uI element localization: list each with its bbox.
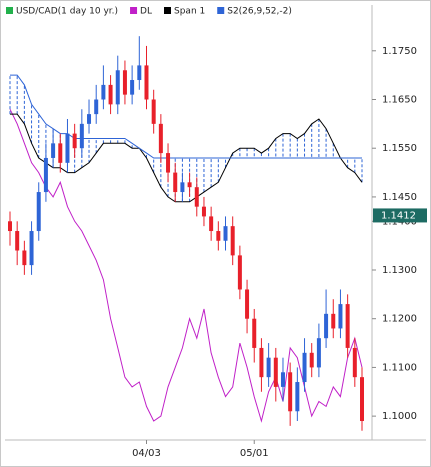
candle-body — [216, 231, 221, 241]
x-tick-label: 05/01 — [240, 448, 269, 459]
candle-body — [158, 123, 163, 154]
candle-body — [173, 172, 178, 193]
candle-body — [43, 157, 48, 193]
candle-body — [79, 123, 84, 149]
candle-body — [130, 80, 135, 95]
candle-body — [187, 182, 192, 188]
y-tick-label: 1.1450 — [382, 192, 417, 203]
candle-body — [352, 347, 357, 378]
candle-body — [29, 231, 34, 266]
candle-body — [72, 133, 77, 149]
candle-body — [101, 84, 106, 100]
price-marker — [373, 208, 427, 223]
x-tick-label: 04/03 — [132, 448, 161, 459]
candle-body — [15, 231, 20, 251]
candle-body — [94, 99, 99, 115]
candle-body — [151, 99, 156, 124]
candle-body — [295, 382, 300, 412]
candle-body — [201, 206, 206, 217]
candle-body — [266, 357, 271, 378]
legend-swatch — [130, 7, 138, 14]
y-tick-label: 1.1550 — [382, 143, 417, 154]
y-tick-label: 1.1750 — [382, 46, 417, 57]
candle-body — [87, 114, 92, 124]
candle-body — [360, 377, 364, 422]
candle-body — [316, 338, 321, 368]
y-tick-label: 1.1650 — [382, 95, 417, 106]
candle-body — [180, 182, 185, 193]
candle-body — [36, 192, 41, 232]
legend-swatch — [164, 7, 171, 14]
candle-body — [8, 221, 12, 232]
candle-body — [137, 65, 142, 81]
legend-label: Span 1 — [174, 7, 205, 17]
candle-body — [324, 313, 329, 339]
legend-swatch — [6, 7, 13, 14]
candle-body — [252, 318, 257, 348]
legend-label: USD/CAD(1 day 10 yr.) — [16, 7, 118, 17]
legend-label: S2(26,9,52,-2) — [227, 7, 292, 17]
candle-body — [223, 226, 228, 241]
candle-body — [144, 65, 149, 100]
candle-body — [51, 143, 56, 158]
candle-body — [331, 313, 336, 329]
price-marker-label: 1.1412 — [381, 210, 416, 221]
candle-body — [108, 84, 113, 105]
candle-body — [302, 352, 307, 383]
candle-body — [166, 153, 171, 173]
legend: USD/CAD(1 day 10 yr.) DL Span 1 S2(26,9,52,… — [6, 7, 292, 17]
candle-body — [273, 357, 278, 387]
candle-body — [288, 372, 293, 412]
candle-body — [345, 304, 350, 348]
y-tick-label: 1.1000 — [382, 411, 417, 422]
candle-body — [338, 304, 343, 329]
y-tick-label: 1.1100 — [382, 362, 417, 373]
legend-swatch — [217, 7, 225, 14]
candle-body — [280, 372, 285, 387]
candle-body — [237, 255, 242, 290]
candle-body — [309, 352, 314, 368]
line-series — [9, 108, 363, 423]
candle-body — [259, 347, 264, 378]
candle-body — [58, 143, 63, 163]
legend-label: DL — [140, 7, 152, 17]
candle-body — [65, 133, 70, 163]
candle-body — [209, 216, 214, 232]
candle-body — [22, 250, 27, 266]
line-series — [10, 113, 363, 203]
candle-body — [245, 289, 250, 319]
candle-body — [122, 70, 127, 95]
candle-body — [115, 70, 120, 105]
candle-body — [230, 226, 235, 256]
y-tick-label: 1.1200 — [382, 314, 417, 325]
candle-body — [194, 187, 199, 207]
y-tick-label: 1.1300 — [382, 265, 417, 276]
